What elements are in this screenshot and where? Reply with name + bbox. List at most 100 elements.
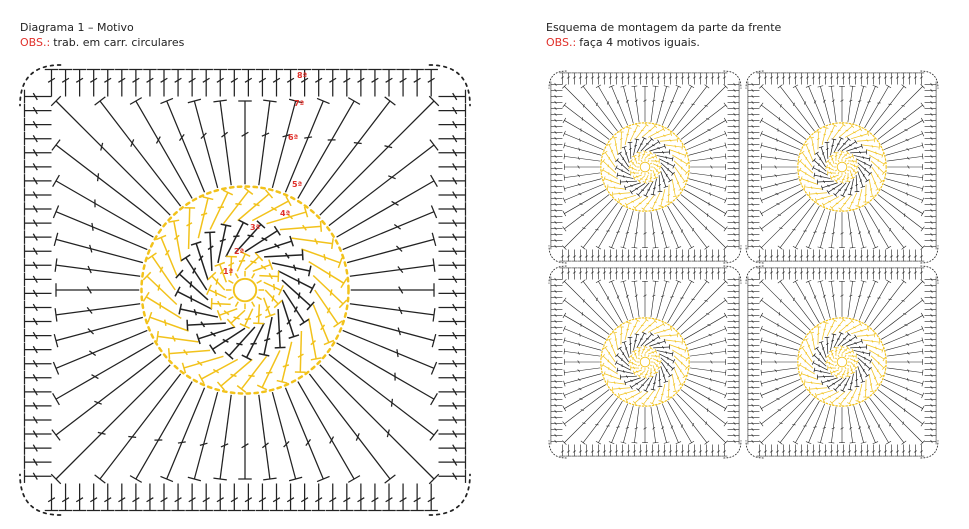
stitch: [747, 81, 760, 88]
stitch-post: [664, 339, 683, 343]
centre-ray: [251, 273, 256, 279]
stitch: [650, 192, 661, 210]
stitch: [216, 358, 253, 391]
stitch-post: [157, 335, 199, 343]
stitch-tick: [698, 271, 703, 274]
stitch-post: [668, 344, 686, 351]
stitch-post: [160, 237, 178, 276]
stitch-tick: [913, 76, 918, 79]
stitch: [894, 444, 901, 457]
stitch: [854, 175, 860, 193]
stitch: [617, 389, 636, 398]
stitch-tick: [146, 77, 154, 83]
stitch: [811, 360, 829, 371]
stitch-tick: [641, 384, 644, 386]
stitch: [715, 444, 722, 457]
stitch-post: [630, 378, 646, 388]
stitch: [637, 267, 644, 280]
stitch-tick: [626, 133, 629, 136]
stitch: [143, 68, 157, 97]
stitch-post: [656, 405, 667, 443]
stitch: [178, 303, 219, 318]
stitch-bar: [849, 246, 856, 249]
stitch-tick: [651, 339, 655, 342]
stitch: [918, 444, 925, 457]
stitch: [23, 399, 52, 413]
stitch: [209, 189, 234, 230]
stitch-bar: [792, 279, 799, 284]
stitch: [129, 483, 143, 512]
stitch: [858, 267, 865, 280]
stitch: [924, 189, 937, 196]
stitch-tick: [751, 244, 754, 249]
stitch: [833, 331, 844, 349]
stitch-post: [831, 406, 837, 443]
stitch: [798, 249, 805, 262]
stitch: [550, 300, 563, 307]
stitch-tick: [858, 198, 861, 201]
stitch-tick: [904, 128, 908, 132]
stitch-tick: [841, 255, 846, 258]
stitch: [174, 286, 213, 310]
stitch: [550, 366, 563, 373]
centre-ray: [837, 171, 840, 175]
stitch-post: [612, 387, 631, 390]
stitch-tick: [286, 497, 295, 503]
stitch: [759, 389, 807, 427]
stitch: [924, 81, 937, 88]
stitch-tick: [273, 283, 276, 291]
stitch-post: [660, 366, 667, 382]
stitch-bar: [860, 85, 867, 88]
stitch: [924, 177, 937, 184]
stitch-tick: [32, 444, 38, 452]
stitch: [563, 337, 602, 351]
stitch-bar: [650, 388, 656, 391]
stitch: [760, 142, 799, 156]
stitch: [838, 195, 852, 211]
stitch-tick: [91, 222, 94, 231]
stitch: [840, 249, 847, 262]
stitch: [885, 373, 924, 387]
stitch-post: [564, 393, 614, 443]
stitch-post: [820, 210, 831, 248]
stitch-bar: [347, 475, 361, 483]
round-label: 2ª: [234, 247, 244, 256]
stitch-bar: [798, 362, 802, 368]
stitch-post: [667, 205, 692, 248]
stitch: [847, 178, 854, 196]
stitch-bar: [684, 348, 687, 353]
stitch-post: [846, 340, 862, 347]
stitch-tick: [877, 229, 881, 233]
stitch-tick: [261, 237, 268, 242]
stitch: [603, 150, 616, 168]
stitch: [294, 330, 306, 374]
stitch-post: [686, 133, 726, 151]
stitch: [562, 102, 610, 140]
stitch: [653, 149, 671, 155]
stitch: [839, 281, 845, 317]
stitch-bar: [160, 97, 174, 105]
stitch-bar: [759, 130, 763, 137]
stitch-post: [816, 152, 826, 168]
stitch-post: [858, 361, 868, 377]
stitch-bar: [792, 245, 799, 250]
stitch-bar: [846, 137, 851, 141]
stitch: [652, 163, 662, 170]
stitch-tick: [733, 202, 736, 207]
stitch-tick: [32, 458, 38, 466]
stitch-post: [649, 145, 665, 152]
stitch-tick: [343, 497, 351, 503]
stitch-tick: [672, 188, 676, 191]
stitch-tick: [779, 227, 783, 229]
stitch: [688, 178, 727, 192]
stitch-post: [611, 281, 629, 321]
stitch-tick: [692, 255, 697, 258]
stitch: [837, 137, 851, 152]
stitch-post: [633, 350, 638, 359]
stitch-tick: [87, 328, 95, 335]
stitch: [23, 469, 52, 483]
stitch-tick: [751, 154, 754, 159]
stitch: [683, 384, 728, 412]
stitch-post: [821, 322, 827, 340]
stitch-tick: [183, 349, 188, 356]
